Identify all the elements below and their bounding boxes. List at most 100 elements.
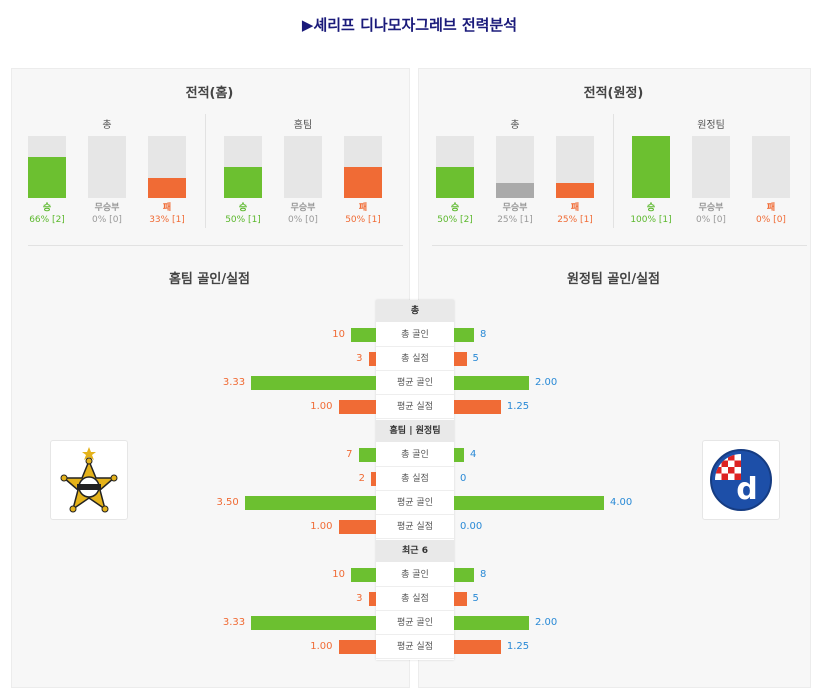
record-bar-fill xyxy=(344,167,382,198)
record-bar-label: 패 25% [1] xyxy=(550,202,600,226)
record-bar-label: 무승부 0% [0] xyxy=(82,202,132,226)
record-bar xyxy=(556,136,594,198)
record-bar-value: 25% [1] xyxy=(497,215,533,225)
record-bar-name: 승 xyxy=(42,203,52,213)
home-goal-value: 1.00 xyxy=(310,641,333,652)
goals-row-label: 평균 골인 xyxy=(376,372,454,395)
away-goal-value: 0.00 xyxy=(460,521,483,532)
home-goal-bar xyxy=(368,592,376,606)
group-label: 총 xyxy=(510,120,520,131)
home-goal-value: 3 xyxy=(356,353,363,364)
record-bar-value: 100% [1] xyxy=(630,215,672,225)
record-bar-fill xyxy=(556,182,594,198)
home-goal-value: 7 xyxy=(346,449,353,460)
record-bar-name: 무승부 xyxy=(290,203,316,213)
away-goal-value: 8 xyxy=(480,329,487,340)
record-bar-name: 패 xyxy=(162,203,172,213)
record-bar-label: 무승부 0% [0] xyxy=(278,202,328,226)
away-goal-value: 4.00 xyxy=(610,497,633,508)
away-goal-bar xyxy=(454,448,464,462)
record-bar-label: 승 100% [1] xyxy=(626,202,676,226)
away-goals-title: 원정팀 골인/실점 xyxy=(567,272,660,287)
home-goal-bar xyxy=(251,616,376,630)
away-goal-bar xyxy=(454,352,467,366)
home-goal-value: 3.33 xyxy=(222,617,246,628)
home-goal-value: 10 xyxy=(332,329,345,340)
record-bar-value: 0% [0] xyxy=(288,215,318,225)
record-bar xyxy=(28,136,66,198)
dinamo-zagreb-logo: d xyxy=(710,449,772,511)
away-hdivider xyxy=(432,245,807,246)
record-bar-name: 승 xyxy=(646,203,656,213)
away-goal-bar xyxy=(454,400,501,414)
goals-row-label: 평균 실점 xyxy=(376,636,454,659)
record-bar-label: 승 66% [2] xyxy=(22,202,72,226)
record-bar-fill xyxy=(632,136,670,198)
home-goal-value: 1.00 xyxy=(310,521,333,532)
record-bar-value: 0% [0] xyxy=(696,215,726,225)
goals-section-header: 최근 6 xyxy=(376,540,454,562)
away-goal-value: 1.25 xyxy=(506,401,530,412)
record-bar-value: 50% [1] xyxy=(345,215,381,225)
away-record-title: 전적(원정) xyxy=(583,86,644,101)
home-goals-title: 홈팀 골인/실점 xyxy=(168,272,251,287)
goals-row-label: 총 골인 xyxy=(376,324,454,347)
goals-row-label: 총 실점 xyxy=(376,348,454,371)
away-goal-bar xyxy=(454,376,529,390)
away-goal-value: 0 xyxy=(460,473,467,484)
away-goal-value: 2.00 xyxy=(535,617,558,628)
home-team-logo xyxy=(50,440,128,520)
record-bar-label: 패 0% [0] xyxy=(746,202,796,226)
record-bar-label: 승 50% [1] xyxy=(218,202,268,226)
home-goal-bar xyxy=(351,328,376,342)
record-bar-value: 66% [2] xyxy=(29,215,65,225)
home-record-divider xyxy=(205,114,206,228)
goals-section-header: 홈팀 | 원정팀 xyxy=(376,420,454,442)
away-record-divider xyxy=(613,114,614,228)
group-label: 총 xyxy=(102,120,112,131)
record-bar-label: 무승부 25% [1] xyxy=(490,202,540,226)
away-goal-bar xyxy=(454,616,529,630)
record-bar-value: 25% [1] xyxy=(557,215,593,225)
record-bar xyxy=(88,136,126,198)
record-bar xyxy=(284,136,322,198)
away-goal-value: 5 xyxy=(472,593,479,604)
goals-section-header: 총 xyxy=(376,300,454,322)
page-title: ▶셰리프 디나모자그레브 전력분석 xyxy=(301,16,518,34)
home-goal-bar xyxy=(338,400,376,414)
record-bar-fill xyxy=(436,167,474,198)
record-bar-value: 0% [0] xyxy=(92,215,122,225)
away-goal-value: 5 xyxy=(472,353,479,364)
svg-text:d: d xyxy=(736,472,757,507)
home-goal-bar xyxy=(338,640,376,654)
away-team-logo: d xyxy=(702,440,780,520)
record-bar-name: 무승부 xyxy=(698,203,724,213)
record-bar-name: 승 xyxy=(238,203,248,213)
home-record-title: 전적(홈) xyxy=(185,86,234,101)
record-bar xyxy=(344,136,382,198)
record-bar xyxy=(632,136,670,198)
home-goal-value: 1.00 xyxy=(310,401,333,412)
home-goal-bar xyxy=(251,376,376,390)
home-goal-bar xyxy=(351,568,376,582)
goals-row-label: 총 실점 xyxy=(376,468,454,491)
home-goal-bar xyxy=(368,352,376,366)
away-goal-value: 4 xyxy=(470,449,477,460)
group-label: 홈팀 xyxy=(293,120,313,131)
home-goal-value: 2 xyxy=(358,473,365,484)
away-goal-bar xyxy=(454,640,501,654)
record-bar xyxy=(752,136,790,198)
goals-row-label: 총 실점 xyxy=(376,588,454,611)
home-goal-value: 10 xyxy=(332,569,345,580)
home-goal-bar xyxy=(371,472,376,486)
record-bar-value: 33% [1] xyxy=(149,215,185,225)
record-bar-name: 무승부 xyxy=(502,203,528,213)
goals-row-label: 평균 골인 xyxy=(376,492,454,515)
record-bar-value: 0% [0] xyxy=(756,215,786,225)
record-bar-fill xyxy=(224,167,262,198)
home-goal-bar xyxy=(358,448,376,462)
goals-row-label: 평균 실점 xyxy=(376,396,454,419)
record-bar-name: 패 xyxy=(570,203,580,213)
home-goal-value: 3 xyxy=(356,593,363,604)
